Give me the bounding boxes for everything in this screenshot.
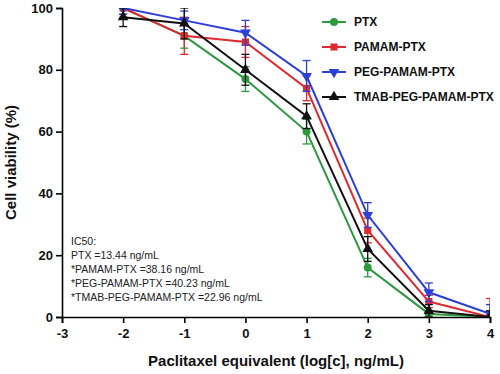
marker	[240, 30, 251, 39]
marker	[364, 264, 372, 272]
y-tick-label: 0	[46, 310, 53, 325]
annotation-line: *PEG-PAMAM-PTX =40.23 ng/mL	[71, 277, 230, 289]
annotation: IC50: PTX =13.44 ng/mL *PAMAM-PTX =38.16 n…	[71, 235, 263, 303]
x-tick: -1	[179, 317, 191, 341]
marker	[301, 110, 312, 119]
x-tick-label: 2	[365, 326, 372, 341]
marker	[179, 17, 190, 26]
y-tick-label: 40	[39, 186, 53, 201]
y-tick-label: 80	[39, 62, 53, 77]
x-axis-line	[63, 318, 491, 324]
x-tick: 1	[303, 317, 310, 341]
error-bar	[364, 258, 372, 277]
y-tick: 0	[46, 310, 62, 325]
y-tick-mark	[56, 255, 62, 257]
marker	[240, 64, 251, 73]
x-tick-mark	[490, 317, 492, 323]
legend-entry: PAMAM-PTX	[322, 40, 426, 54]
x-tick-mark	[429, 317, 431, 323]
y-axis-line	[56, 9, 63, 318]
x-tick: 0	[242, 317, 249, 341]
marker	[118, 11, 129, 20]
x-tick-label: 4	[487, 326, 495, 341]
marker	[423, 305, 434, 314]
legend-label: PAMAM-PTX	[354, 40, 426, 54]
legend-marker	[329, 69, 340, 78]
x-tick: 4	[487, 317, 495, 341]
x-axis: -3 -2 -1 0 1 2 3 4	[57, 317, 495, 341]
y-axis: 0 20 40 60 80 100	[31, 1, 62, 325]
marker	[301, 73, 312, 82]
legend-entry: PEG-PAMAM-PTX	[322, 65, 455, 79]
marker	[362, 212, 373, 221]
chart: -3-2-101234020406080100Paclitaxel equiva…	[0, 0, 500, 374]
legend-marker	[330, 18, 338, 26]
y-tick-mark	[56, 8, 62, 10]
annotation-line: *PAMAM-PTX =38.16 ng/mL	[71, 263, 204, 275]
y-tick: 40	[39, 186, 62, 201]
x-tick-mark	[245, 317, 247, 323]
legend: PTX PAMAM-PTX PEG-PAMAM-PTX TMAB-PEG-PAMAM-…	[322, 15, 494, 104]
x-tick: -3	[57, 317, 69, 341]
x-tick-label: 1	[303, 326, 310, 341]
marker	[179, 17, 190, 26]
legend-marker	[329, 91, 340, 100]
marker	[364, 227, 371, 234]
y-tick-mark	[56, 70, 62, 72]
x-tick-mark	[367, 317, 369, 323]
x-axis-title: Paclitaxel equivalent (log[c], ng/mL)	[148, 352, 404, 369]
y-tick-mark	[56, 317, 62, 319]
legend-label: TMAB-PEG-PAMAM-PTX	[354, 90, 494, 104]
marker	[362, 243, 373, 252]
x-tick-mark	[184, 317, 186, 323]
x-tick: 2	[365, 317, 372, 341]
y-tick: 100	[31, 1, 62, 16]
x-tick-label: -3	[57, 326, 69, 341]
x-tick-mark	[123, 317, 125, 323]
marker	[303, 128, 311, 136]
y-tick: 20	[39, 248, 62, 263]
y-tick-label: 100	[31, 1, 53, 16]
y-tick-mark	[56, 131, 62, 133]
y-tick: 80	[39, 62, 62, 77]
marker	[423, 289, 434, 298]
annotation-line: PTX =13.44 ng/mL	[71, 249, 159, 261]
x-tick-label: -1	[179, 326, 191, 341]
x-tick-label: 0	[242, 326, 249, 341]
y-tick-mark	[56, 193, 62, 195]
x-tick-label: -2	[118, 326, 130, 341]
y-tick-label: 20	[39, 248, 53, 263]
x-tick-mark	[306, 317, 308, 323]
legend-marker	[330, 43, 337, 50]
legend-label: PEG-PAMAM-PTX	[354, 65, 455, 79]
legend-label: PTX	[354, 15, 377, 29]
annotation-line: *TMAB-PEG-PAMAM-PTX =22.96 ng/mL	[71, 291, 263, 303]
y-tick-label: 60	[39, 124, 53, 139]
legend-entry: TMAB-PEG-PAMAM-PTX	[322, 90, 494, 104]
legend-entry: PTX	[322, 15, 377, 29]
x-tick: -2	[118, 317, 130, 341]
x-tick-label: 3	[426, 326, 433, 341]
x-tick: 3	[426, 317, 433, 341]
annotation-line: IC50:	[71, 235, 96, 247]
plot: -3-2-101234020406080100	[31, 0, 495, 341]
y-axis-title: Cell viability (%)	[2, 105, 19, 220]
marker	[485, 311, 490, 317]
y-tick: 60	[39, 124, 62, 139]
